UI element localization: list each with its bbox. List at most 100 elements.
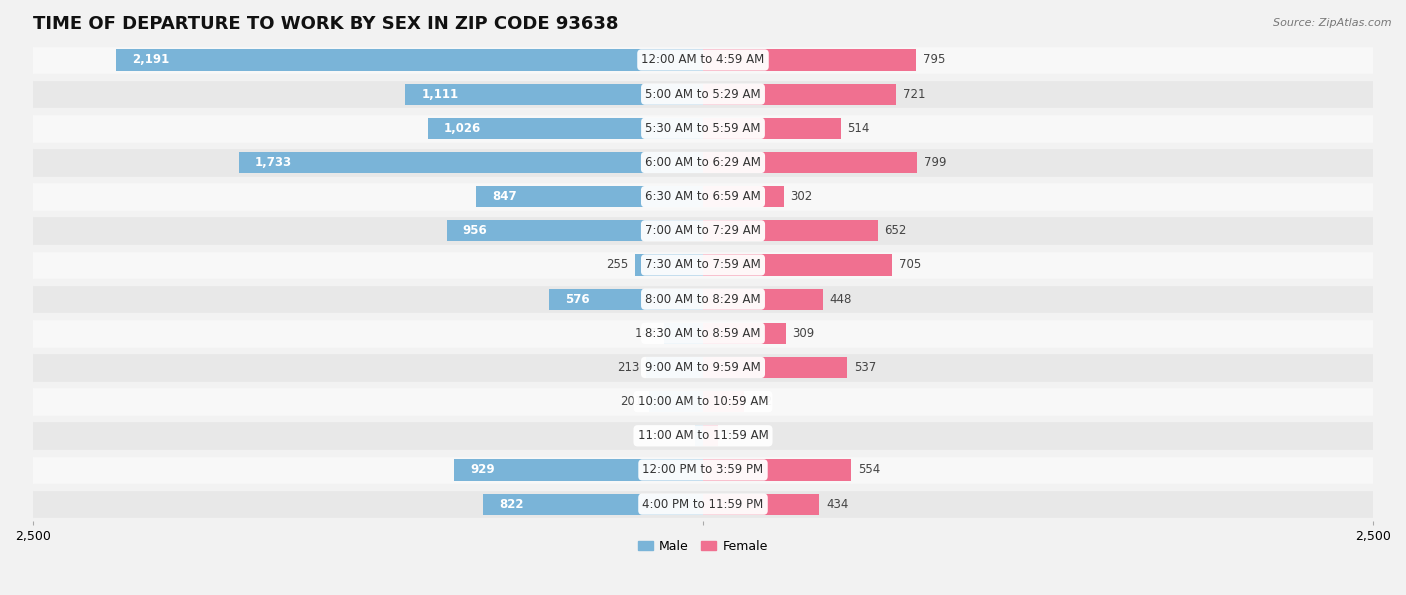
- Bar: [32, 77, 1374, 80]
- Text: 1,026: 1,026: [444, 122, 481, 135]
- Bar: [405, 83, 703, 105]
- Bar: [32, 245, 1374, 248]
- Text: 7:00 AM to 7:29 AM: 7:00 AM to 7:29 AM: [645, 224, 761, 237]
- Bar: [32, 314, 1374, 316]
- Bar: [32, 143, 1374, 145]
- Bar: [703, 83, 896, 105]
- Text: 12:00 AM to 4:59 AM: 12:00 AM to 4:59 AM: [641, 54, 765, 67]
- Text: 1,733: 1,733: [254, 156, 291, 169]
- Bar: [32, 518, 1374, 521]
- Bar: [703, 289, 823, 310]
- Bar: [703, 186, 785, 207]
- Text: 5:30 AM to 5:59 AM: 5:30 AM to 5:59 AM: [645, 122, 761, 135]
- Bar: [32, 347, 1374, 350]
- Text: 147: 147: [634, 327, 657, 340]
- Bar: [548, 289, 703, 310]
- Bar: [477, 186, 703, 207]
- Text: 721: 721: [903, 87, 925, 101]
- Bar: [703, 49, 917, 71]
- Bar: [32, 111, 1374, 114]
- Bar: [32, 353, 1374, 382]
- Bar: [703, 255, 891, 275]
- Text: 56: 56: [724, 430, 740, 442]
- Bar: [634, 255, 703, 275]
- Bar: [32, 43, 1374, 46]
- Text: 956: 956: [463, 224, 488, 237]
- Bar: [32, 80, 1374, 108]
- Text: 4:00 PM to 11:59 PM: 4:00 PM to 11:59 PM: [643, 497, 763, 511]
- Text: 8:00 AM to 8:29 AM: 8:00 AM to 8:29 AM: [645, 293, 761, 306]
- Bar: [664, 322, 703, 344]
- Bar: [32, 382, 1374, 384]
- Bar: [695, 425, 703, 446]
- Bar: [32, 248, 1374, 250]
- Bar: [32, 250, 1374, 279]
- Text: 29: 29: [673, 430, 689, 442]
- Bar: [703, 152, 917, 173]
- Bar: [32, 177, 1374, 180]
- Bar: [703, 459, 852, 481]
- Bar: [115, 49, 703, 71]
- Bar: [32, 421, 1374, 450]
- Bar: [650, 391, 703, 412]
- Bar: [32, 180, 1374, 182]
- Bar: [239, 152, 703, 173]
- Bar: [32, 490, 1374, 518]
- Text: 822: 822: [499, 497, 523, 511]
- Text: 795: 795: [922, 54, 945, 67]
- Text: 537: 537: [853, 361, 876, 374]
- Bar: [703, 391, 744, 412]
- Bar: [703, 118, 841, 139]
- Bar: [703, 322, 786, 344]
- Bar: [32, 450, 1374, 453]
- Bar: [482, 493, 703, 515]
- Bar: [32, 217, 1374, 245]
- Bar: [32, 384, 1374, 387]
- Text: 554: 554: [858, 464, 880, 477]
- Text: 11:00 AM to 11:59 AM: 11:00 AM to 11:59 AM: [638, 430, 768, 442]
- Bar: [32, 211, 1374, 214]
- Text: 12:00 PM to 3:59 PM: 12:00 PM to 3:59 PM: [643, 464, 763, 477]
- Bar: [454, 459, 703, 481]
- Text: 7:30 AM to 7:59 AM: 7:30 AM to 7:59 AM: [645, 258, 761, 271]
- Text: TIME OF DEPARTURE TO WORK BY SEX IN ZIP CODE 93638: TIME OF DEPARTURE TO WORK BY SEX IN ZIP …: [32, 15, 619, 33]
- Text: 847: 847: [492, 190, 516, 203]
- Bar: [32, 453, 1374, 456]
- Text: 6:00 AM to 6:29 AM: 6:00 AM to 6:29 AM: [645, 156, 761, 169]
- Bar: [32, 282, 1374, 285]
- Bar: [32, 108, 1374, 111]
- Bar: [703, 220, 877, 242]
- Text: 929: 929: [470, 464, 495, 477]
- Bar: [32, 456, 1374, 484]
- Text: 514: 514: [848, 122, 870, 135]
- Bar: [32, 484, 1374, 487]
- Bar: [32, 114, 1374, 143]
- Bar: [32, 387, 1374, 416]
- Bar: [703, 357, 846, 378]
- Text: 8:30 AM to 8:59 AM: 8:30 AM to 8:59 AM: [645, 327, 761, 340]
- Text: 705: 705: [898, 258, 921, 271]
- Text: 576: 576: [565, 293, 589, 306]
- Text: 799: 799: [924, 156, 946, 169]
- Bar: [427, 118, 703, 139]
- Text: 9:00 AM to 9:59 AM: 9:00 AM to 9:59 AM: [645, 361, 761, 374]
- Bar: [32, 279, 1374, 282]
- Bar: [32, 350, 1374, 353]
- Bar: [645, 357, 703, 378]
- Bar: [447, 220, 703, 242]
- Text: 1,111: 1,111: [422, 87, 458, 101]
- Text: 152: 152: [751, 395, 773, 408]
- Bar: [32, 487, 1374, 490]
- Bar: [32, 46, 1374, 74]
- Text: 10:00 AM to 10:59 AM: 10:00 AM to 10:59 AM: [638, 395, 768, 408]
- Text: Source: ZipAtlas.com: Source: ZipAtlas.com: [1274, 18, 1392, 28]
- Bar: [32, 148, 1374, 177]
- Text: 5:00 AM to 5:29 AM: 5:00 AM to 5:29 AM: [645, 87, 761, 101]
- Bar: [32, 214, 1374, 217]
- Bar: [703, 493, 820, 515]
- Bar: [32, 285, 1374, 314]
- Legend: Male, Female: Male, Female: [633, 535, 773, 558]
- Bar: [32, 182, 1374, 211]
- Bar: [32, 316, 1374, 319]
- Bar: [32, 416, 1374, 419]
